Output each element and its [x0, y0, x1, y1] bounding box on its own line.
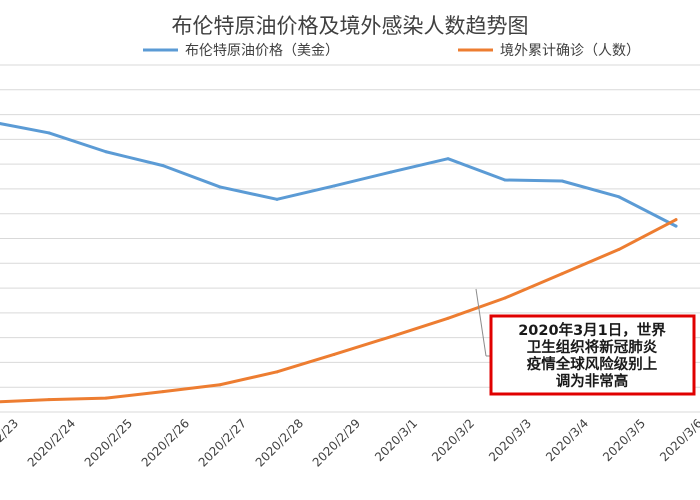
annotation-callout: 2020年3月1日，世界 卫生组织将新冠肺炎 疫情全球风险级别上 调为非常高	[475, 288, 696, 396]
legend-label-brent: 布伦特原油价格（美金）	[185, 43, 339, 59]
data-point	[674, 224, 678, 228]
data-point	[161, 390, 165, 394]
annotation-line-1: 2020年3月1日，世界	[518, 321, 666, 339]
data-point	[332, 352, 336, 356]
x-tick-label: 2020/2/25	[82, 416, 135, 469]
data-point	[560, 272, 564, 276]
annotation-line-2: 卫生组织将新冠肺炎	[527, 338, 658, 356]
data-point	[503, 178, 507, 182]
x-tick-label: 2020/3/4	[543, 416, 591, 464]
annotation-leader	[475, 288, 487, 357]
data-point	[446, 316, 450, 320]
x-tick-label: 2020/3/5	[600, 416, 648, 464]
gridlines	[0, 64, 700, 413]
x-tick-label: 2020/3/1	[372, 416, 420, 464]
x-tick-label: 2020/2/28	[253, 416, 306, 469]
x-tick-labels: 2020/2/23 2020/2/24 2020/2/25 2020/2/26 2020…	[0, 416, 700, 469]
x-tick-label: 2020/2/24	[25, 416, 78, 469]
data-point	[47, 398, 51, 402]
data-point	[446, 157, 450, 161]
data-point	[104, 150, 108, 154]
x-tick-label: 2020/2/23	[0, 416, 21, 469]
data-point	[617, 195, 621, 199]
x-tick-label: 2020/2/26	[139, 416, 192, 469]
legend: 布伦特原油价格（美金） 境外累计确诊（人数）	[143, 43, 640, 59]
data-point	[674, 218, 678, 222]
data-point	[47, 131, 51, 135]
x-tick-label: 2020/3/6	[657, 416, 700, 464]
annotation-line-4: 调为非常高	[556, 372, 629, 390]
series-lines	[0, 122, 678, 404]
data-point	[161, 164, 165, 168]
x-tick-label: 2020/3/3	[486, 416, 534, 464]
data-point	[275, 370, 279, 374]
series-line-0	[0, 122, 678, 228]
data-point	[389, 335, 393, 339]
data-point	[218, 383, 222, 387]
x-tick-label: 2020/2/27	[196, 416, 249, 469]
annotation-line-3: 疫情全球风险级别上	[527, 355, 658, 373]
legend-label-cases: 境外累计确诊（人数）	[500, 43, 640, 59]
data-point	[617, 247, 621, 251]
data-point	[218, 185, 222, 189]
chart-title: 布伦特原油价格及境外感染人数趋势图	[172, 14, 529, 38]
data-point	[560, 179, 564, 183]
data-point	[275, 197, 279, 201]
data-point	[104, 396, 108, 400]
annotation-box	[489, 314, 696, 396]
data-point	[389, 170, 393, 174]
data-point	[503, 296, 507, 300]
x-tick-label: 2020/3/2	[429, 416, 477, 464]
data-point	[332, 184, 336, 188]
x-tick-label: 2020/2/29	[310, 416, 363, 469]
